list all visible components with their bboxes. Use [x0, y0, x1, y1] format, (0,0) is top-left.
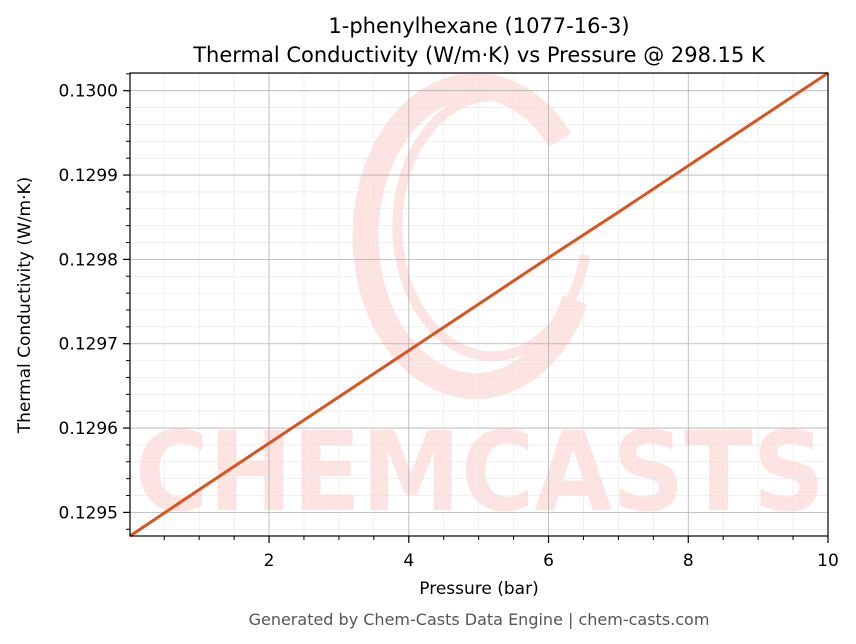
y-tick-label: 0.1296 — [59, 419, 118, 439]
x-tick-label: 4 — [403, 551, 414, 571]
y-tick-label: 0.1297 — [59, 335, 118, 355]
x-tick-label: 6 — [543, 551, 554, 571]
chart-title-line-2: Thermal Conductivity (W/m·K) vs Pressure… — [192, 43, 766, 67]
watermark-logo: CHEMCASTS — [135, 73, 825, 536]
minor-grid — [130, 73, 828, 536]
y-tick-label: 0.1298 — [59, 250, 118, 270]
x-tick-label: 2 — [264, 551, 275, 571]
series-layer — [129, 71, 829, 538]
y-axis-label: Thermal Conductivity (W/m·K) — [15, 177, 35, 435]
chart-title-line-1: 1-phenylhexane (1077-16-3) — [328, 14, 629, 38]
axis-tick-labels: 2 4 6 8 10 0.1295 0.1296 0.1297 0.1298 0.1299 0.13… — [59, 82, 839, 571]
footer-credit: Generated by Chem-Casts Data Engine | ch… — [249, 610, 710, 629]
x-tick-label: 10 — [817, 551, 839, 571]
y-tick-label: 0.1299 — [59, 166, 118, 186]
axis-ticks — [123, 73, 829, 543]
y-tick-label: 0.1295 — [59, 503, 118, 523]
series-line — [129, 71, 829, 538]
watermark-text: CHEMCASTS — [135, 408, 825, 536]
x-axis-label: Pressure (bar) — [419, 579, 538, 599]
x-tick-label: 8 — [683, 551, 694, 571]
y-tick-label: 0.1300 — [59, 82, 118, 102]
